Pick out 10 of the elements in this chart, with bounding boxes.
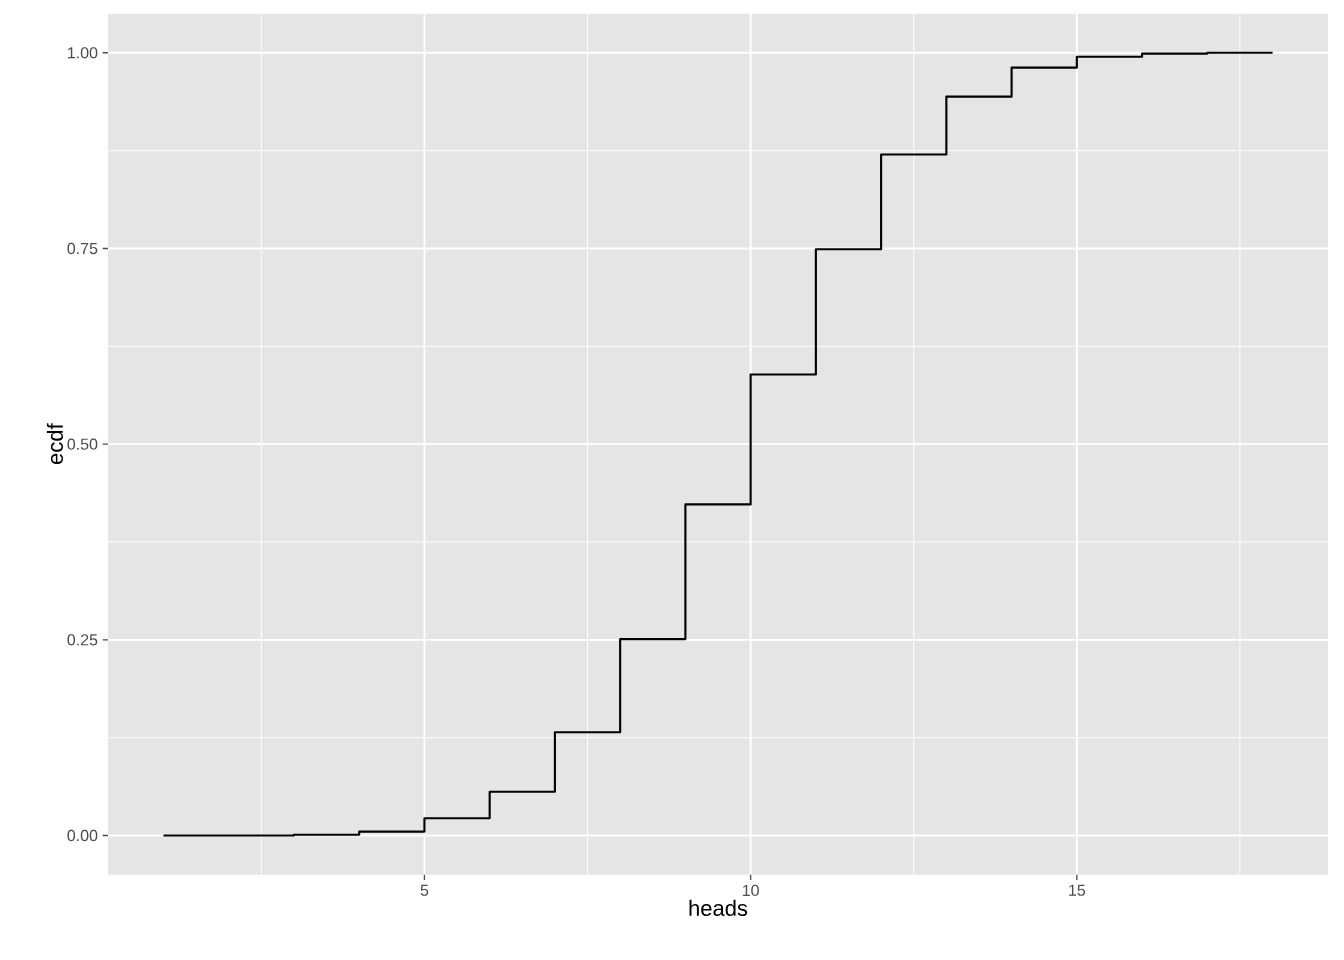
y-tick-label: 0.00 xyxy=(67,829,98,842)
x-tick-label: 15 xyxy=(1069,884,1086,896)
x-tick-label: 10 xyxy=(742,884,759,897)
y-tick-label: 0.50 xyxy=(67,438,98,450)
x-axis-title: heads xyxy=(689,899,748,917)
y-axis-title: ecdf xyxy=(46,423,63,465)
y-tick-label: 1.00 xyxy=(68,47,98,59)
x-tick-label: 5 xyxy=(420,884,429,896)
y-tick-label: 0.25 xyxy=(67,634,98,646)
y-tick-label: 0.75 xyxy=(67,242,98,255)
